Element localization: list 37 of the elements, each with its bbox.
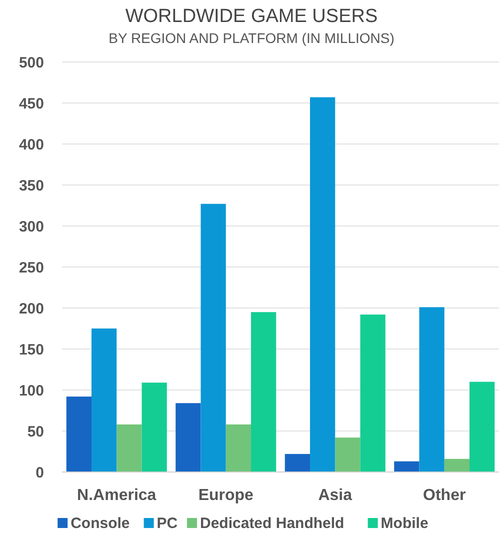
bar [335, 438, 360, 472]
bar [444, 458, 470, 472]
bar [284, 454, 310, 472]
x-tick-label: N.America [77, 487, 156, 504]
bar [116, 424, 142, 472]
bar [310, 97, 336, 472]
y-tick-label: 300 [18, 218, 44, 236]
bar [470, 382, 495, 472]
y-tick-label: 400 [18, 136, 44, 154]
legend-label: PC [156, 515, 178, 532]
bar [200, 204, 226, 472]
bar [226, 424, 252, 472]
y-tick-label: 0 [36, 464, 44, 482]
legend-label: Mobile [380, 515, 428, 532]
bar [251, 312, 276, 472]
y-tick-label: 200 [18, 300, 44, 318]
y-tick-label: 250 [18, 259, 44, 276]
bar [394, 461, 420, 472]
legend-label: Dedicated Handheld [200, 515, 344, 532]
bar [360, 314, 386, 472]
y-tick-label: 500 [18, 54, 44, 72]
bar [176, 403, 201, 472]
legend-label: Console [70, 515, 130, 532]
chart-title: WORLDWIDE GAME USERS [125, 6, 378, 27]
bar [142, 382, 167, 472]
bar [92, 328, 117, 472]
bar [66, 396, 92, 472]
x-tick-label: Europe [198, 487, 254, 504]
y-tick-label: 50 [27, 423, 44, 440]
x-tick-label: Other [423, 487, 466, 504]
y-tick-label: 350 [18, 177, 44, 194]
y-tick-label: 450 [18, 95, 44, 112]
chart-subtitle: BY REGION AND PLATFORM (IN MILLIONS) [108, 30, 394, 46]
x-tick-label: Asia [318, 487, 352, 504]
bar [419, 307, 444, 472]
y-tick-label: 150 [18, 341, 44, 358]
y-tick-label: 100 [18, 382, 44, 400]
